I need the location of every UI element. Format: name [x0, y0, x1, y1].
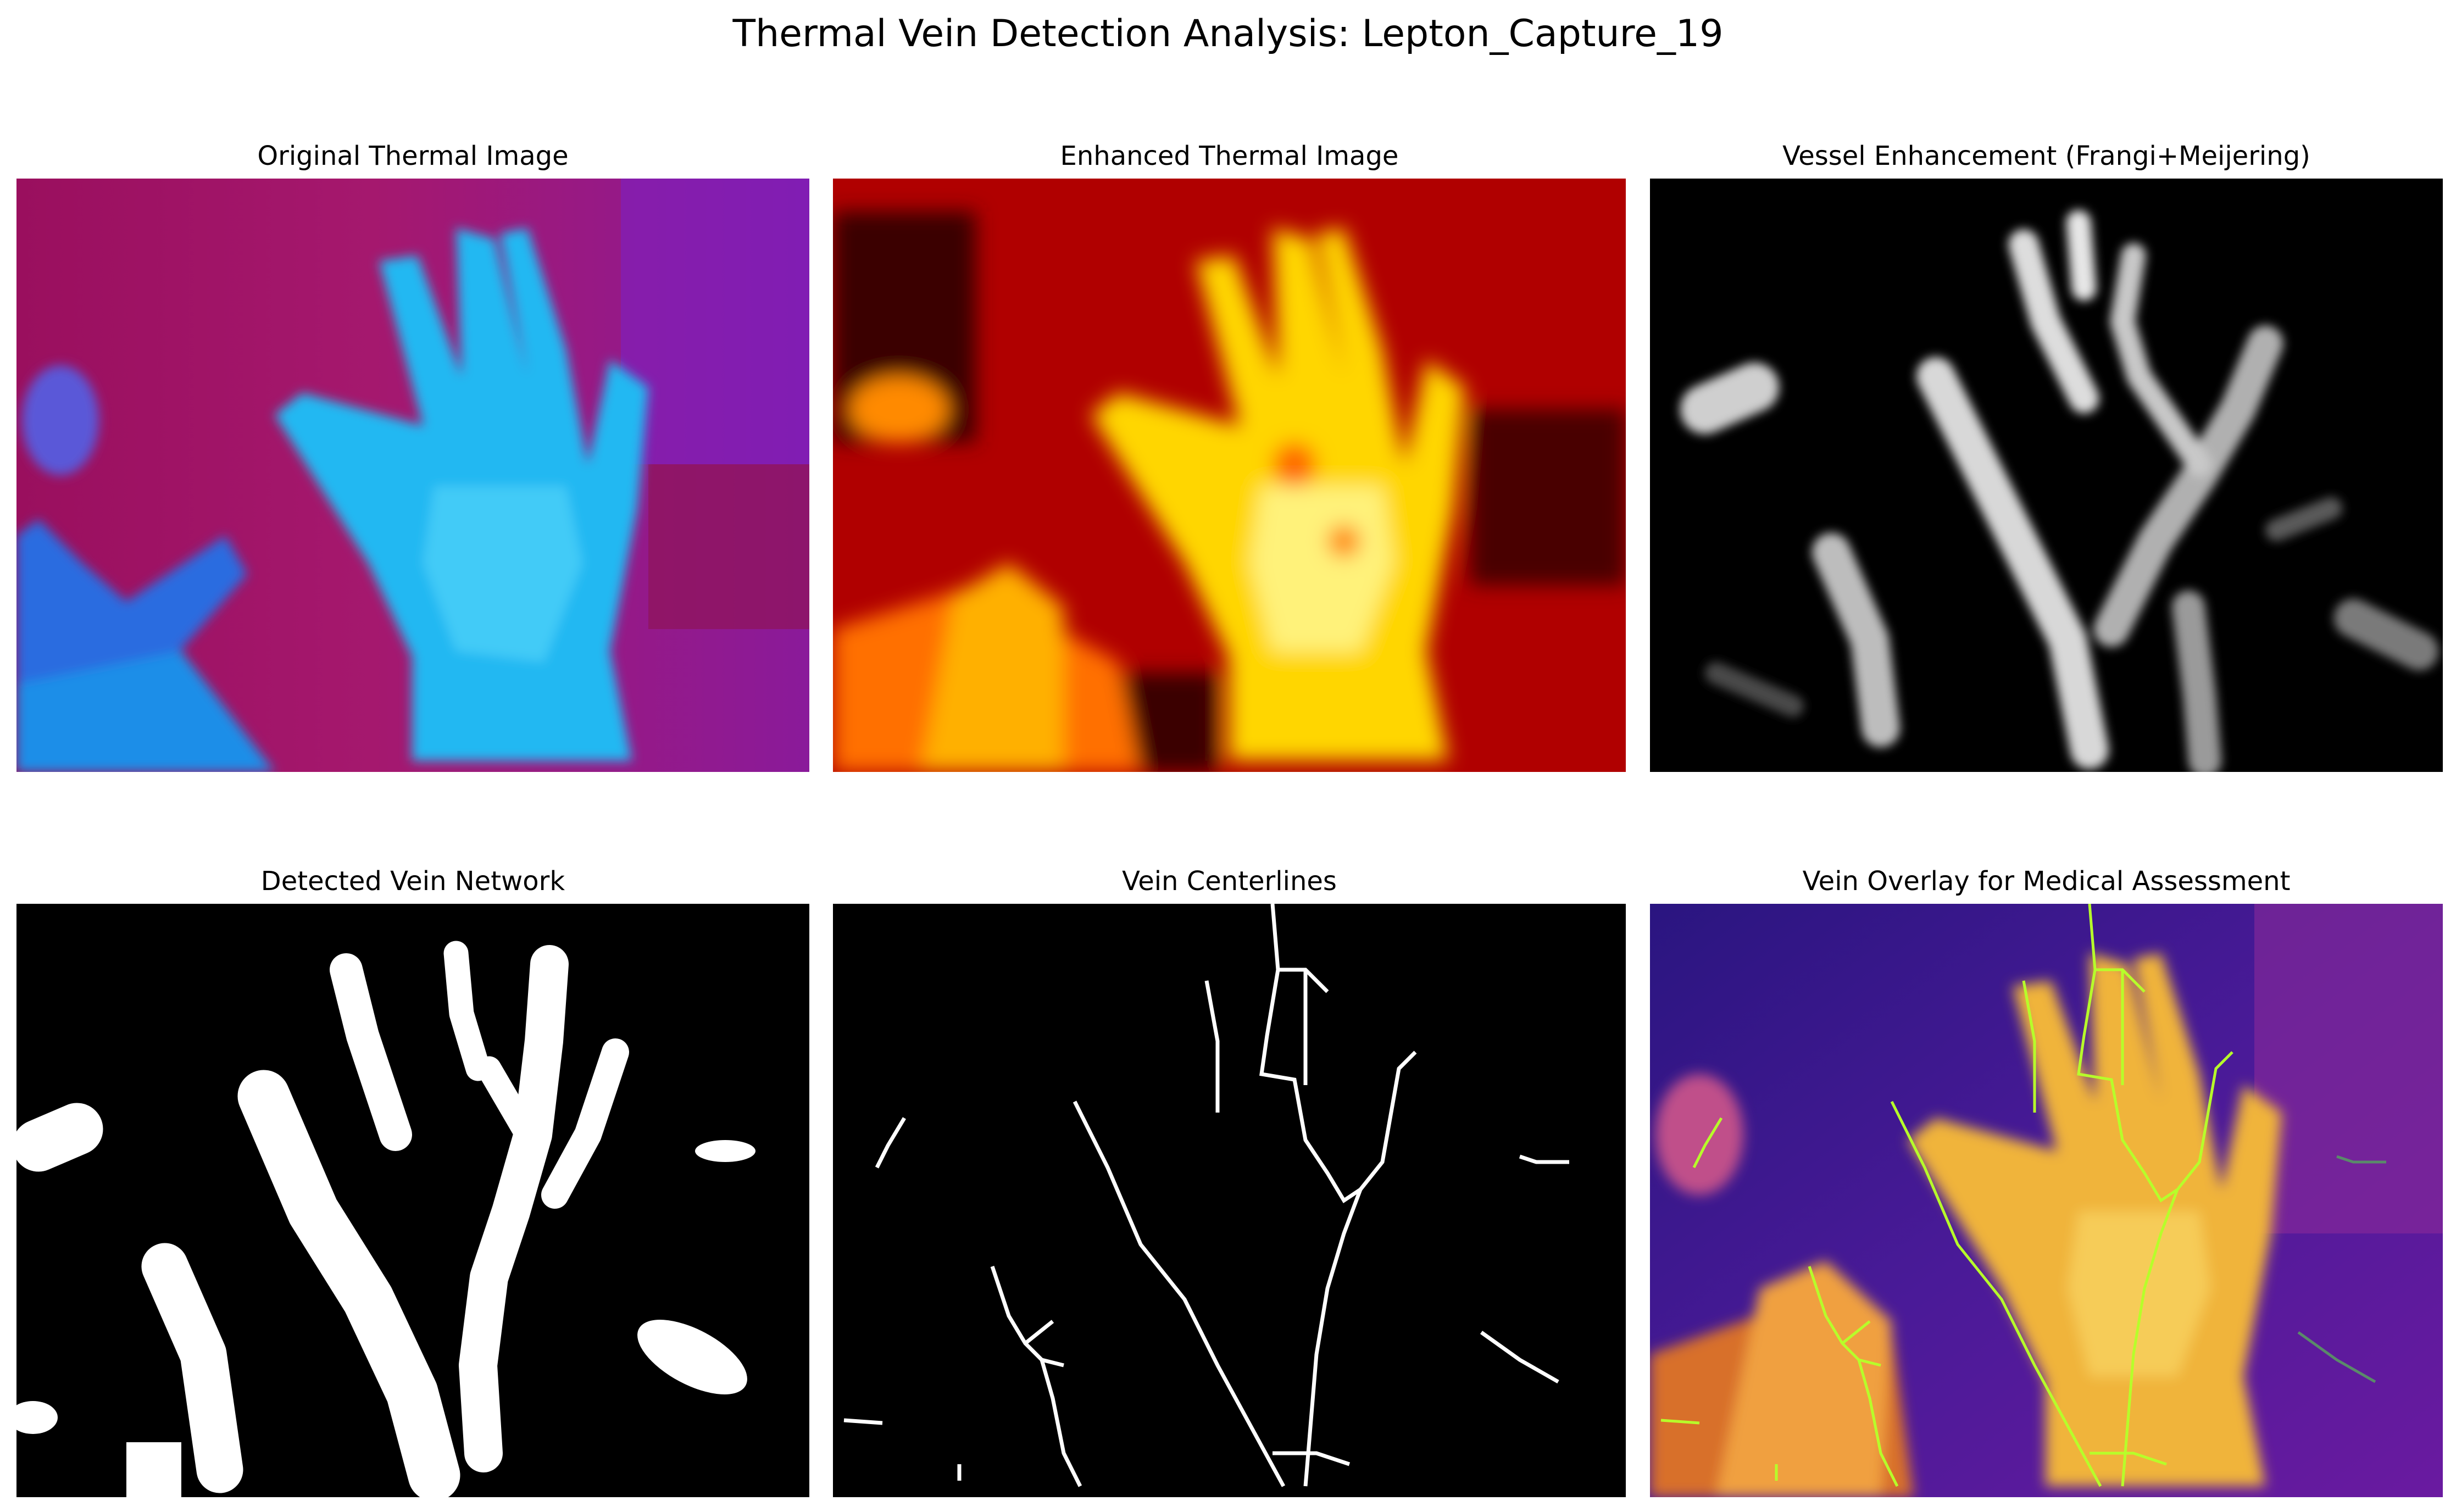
vein-overlay-canvas — [1650, 904, 2443, 1497]
enhanced-thermal-canvas — [833, 179, 1626, 772]
panel-title-detected: Detected Vein Network — [260, 866, 565, 897]
panel-title-vessel: Vessel Enhancement (Frangi+Meijering) — [1782, 141, 2310, 171]
panel-title-centerlines: Vein Centerlines — [1122, 866, 1337, 897]
vessel-enhancement-canvas — [1650, 179, 2443, 772]
figure-title: Thermal Vein Detection Analysis: Lepton_… — [732, 12, 1724, 55]
original-thermal-image — [16, 179, 809, 772]
panel-title-enhanced: Enhanced Thermal Image — [1060, 141, 1399, 171]
vein-centerlines-image — [833, 904, 1626, 1497]
vein-overlay-lines — [1660, 904, 2233, 1487]
vein-overlay-image — [1650, 904, 2443, 1497]
panel-title-original: Original Thermal Image — [257, 141, 569, 171]
panel-title-overlay: Vein Overlay for Medical Assessment — [1802, 866, 2291, 897]
vessel-enhancement-image — [1650, 179, 2443, 772]
detected-vein-network-image — [16, 904, 809, 1497]
vein-centerlines-canvas — [833, 904, 1626, 1497]
original-thermal-canvas — [16, 179, 809, 772]
detected-vein-network-canvas — [16, 904, 809, 1497]
enhanced-thermal-image — [833, 179, 1626, 772]
